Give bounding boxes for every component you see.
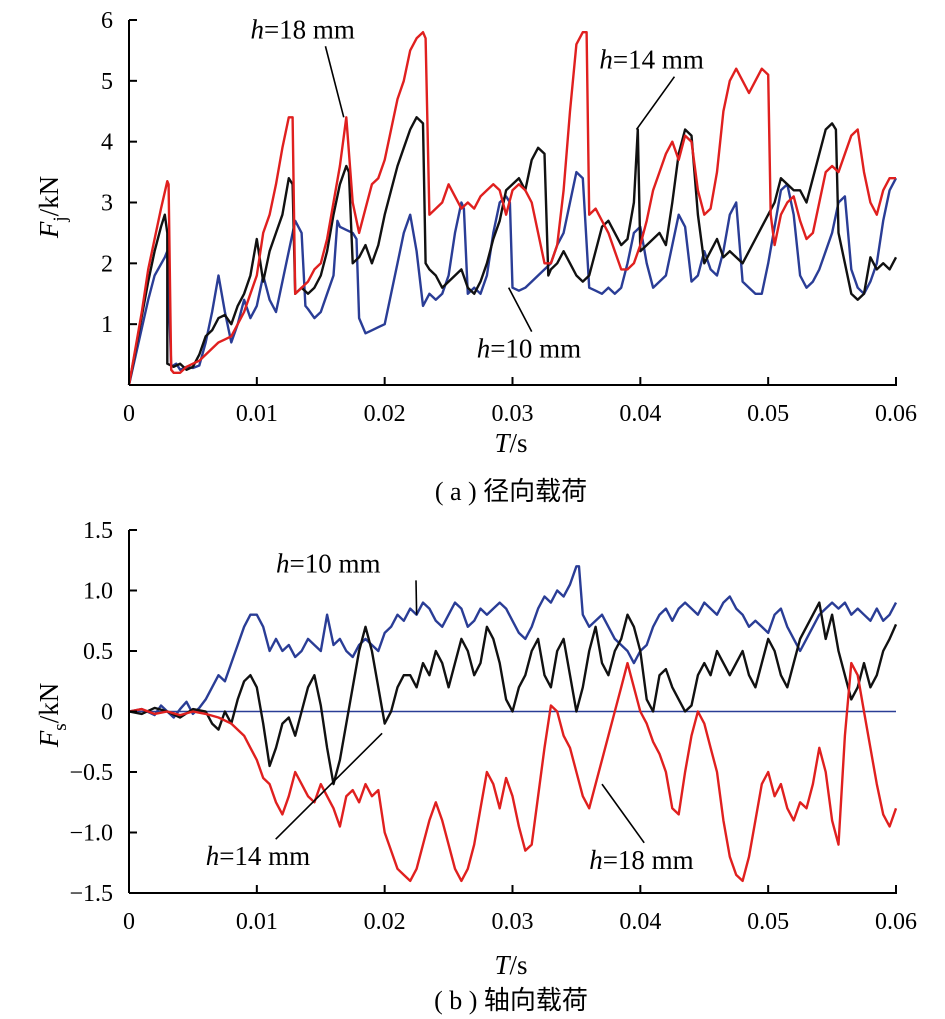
y-tick-label: −1.0: [69, 821, 113, 847]
axial-caption: ( b ) 轴向载荷: [434, 986, 588, 1015]
y-tick-label: 3: [101, 191, 113, 217]
x-tick-label: 0: [123, 401, 135, 427]
radial-load-annotations: h=18 mm h=14 mm h=10 mm: [250, 14, 703, 363]
series-line-h-10-mm: [128, 565, 898, 719]
panel-axial-load: 0 0.01 0.02 0.03 0.04 0.05 0.06 1.5 1.0 0.5 0 −0.5 −…: [34, 518, 917, 1015]
x-tick-label: 0.06: [875, 401, 917, 427]
series-annotation-label: h=18 mm: [589, 845, 693, 875]
x-tick-label: 0.01: [236, 909, 278, 935]
radial-load-axes: [128, 19, 897, 386]
y-tick-label: −1.5: [69, 881, 113, 907]
x-tick-label: 0.06: [875, 909, 917, 935]
series-annotation-label: h=10 mm: [276, 548, 380, 578]
series-annotation-label: h=14 mm: [206, 841, 310, 871]
radial-load-tick-labels: 0 0.01 0.02 0.03 0.04 0.05 0.06 1 2 3 4 5 6: [101, 8, 917, 427]
y-tick-label: 4: [101, 130, 113, 156]
series-annotation-label: h=10 mm: [477, 334, 581, 364]
radial-caption: ( a ) 径向载荷: [435, 477, 587, 506]
axial-load-tick-labels: 0 0.01 0.02 0.03 0.04 0.05 0.06 1.5 1.0 0.5 0 −0.5 −…: [69, 518, 917, 935]
x-tick-label: 0.04: [619, 909, 661, 935]
x-tick-label: 0: [123, 909, 135, 935]
x-tick-label: 0.05: [747, 909, 789, 935]
y-tick-label: 6: [101, 8, 113, 34]
annotation-leader-line: [635, 76, 676, 130]
annotation-leader-line: [275, 732, 383, 840]
series-annotation-label: h=18 mm: [250, 14, 354, 44]
series-annotation-label: h=14 mm: [599, 45, 703, 75]
axial-load-series: [128, 565, 898, 883]
radial-load-series: [127, 31, 898, 386]
x-tick-label: 0.03: [492, 909, 534, 935]
series-line-h-10-mm: [127, 170, 898, 386]
axial-load-annotations: h=10 mm h=14 mm h=18 mm: [206, 548, 694, 874]
y-tick-label: 1.5: [83, 518, 113, 544]
series-line-h-18-mm: [128, 661, 898, 883]
annotation-leader-line: [415, 580, 418, 615]
x-tick-label: 0.05: [747, 401, 789, 427]
series-line-h-18-mm: [127, 31, 896, 386]
annotation-leader-line: [507, 287, 533, 332]
y-tick-label: −0.5: [69, 760, 113, 786]
y-tick-label: 0: [101, 700, 113, 726]
axial-load-axes: [128, 529, 897, 894]
x-tick-label: 0.03: [492, 401, 534, 427]
annotation-leader-line: [601, 783, 645, 844]
x-tick-label: 0.01: [236, 401, 278, 427]
radial-y-axis-label: Fj/kN: [34, 176, 71, 239]
radial-x-axis-label: T/s: [494, 428, 527, 458]
y-tick-label: 0.5: [83, 639, 113, 665]
series-line-h-14-mm: [128, 601, 898, 786]
annotation-leader-line: [324, 46, 345, 118]
y-tick-label: 1.0: [83, 579, 113, 605]
x-tick-label: 0.02: [364, 909, 406, 935]
axial-y-axis-label: Fs/kN: [34, 683, 71, 748]
x-tick-label: 0.04: [619, 401, 661, 427]
series-line-h-14-mm: [127, 116, 898, 386]
axial-x-axis-label: T/s: [494, 950, 527, 980]
y-tick-label: 2: [101, 251, 113, 277]
y-tick-label: 5: [101, 69, 113, 95]
x-tick-label: 0.02: [364, 401, 406, 427]
y-tick-label: 1: [101, 312, 113, 338]
